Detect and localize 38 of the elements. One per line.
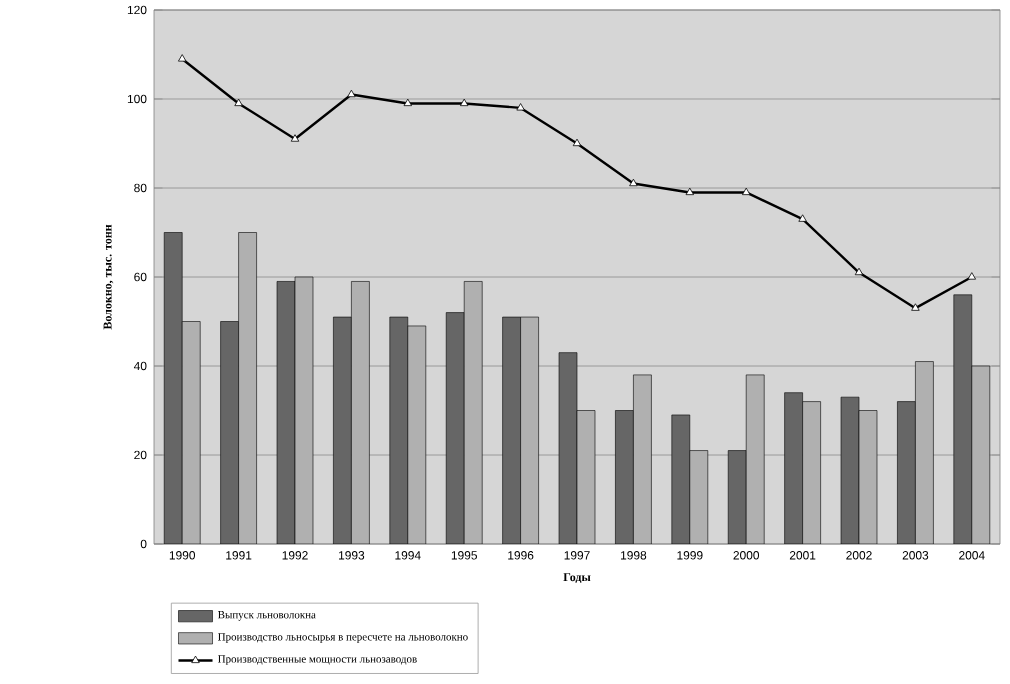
bar [407,325,427,544]
point [403,98,412,107]
point [347,89,356,98]
point [290,134,300,142]
bar [389,316,409,544]
bar [238,232,257,544]
bar [615,410,634,544]
bar [633,374,652,544]
bar [953,294,973,544]
point [967,272,976,280]
point [234,98,243,107]
bar [971,365,991,544]
point [798,214,807,222]
bar [727,450,747,544]
bar [671,414,691,544]
bar [351,281,370,544]
bar [520,316,539,544]
bar [689,450,709,544]
bar [802,401,821,544]
bar [333,316,352,544]
bar [220,321,239,544]
bar [897,401,916,544]
point [854,267,864,276]
point [516,103,525,111]
point [911,303,920,311]
point [742,187,751,196]
bar [445,312,465,544]
point [572,138,582,147]
point [629,178,638,187]
point [460,98,469,107]
point [178,54,187,62]
bar [784,392,803,544]
bar [463,281,483,544]
bar [181,321,201,544]
bar [745,374,765,544]
point [685,187,694,196]
bar [915,361,934,544]
bar [502,316,521,544]
